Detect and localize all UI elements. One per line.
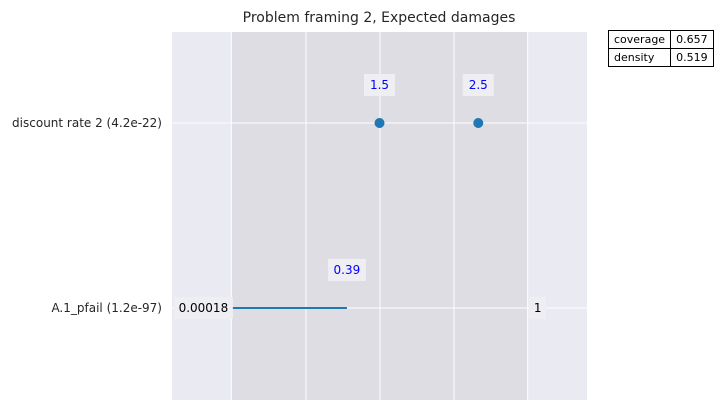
point-value-label: 2.5 [469,78,488,92]
stats-row-density: density 0.519 [607,48,714,67]
y-label-pfail: A.1_pfail (1.2e-97) [51,301,162,315]
stats-value-coverage: 0.657 [670,30,714,49]
stats-name-coverage: coverage [607,30,672,49]
point-marker [374,118,385,128]
stats-table: coverage 0.657 density 0.519 [607,30,714,67]
stats-value-density: 0.519 [670,48,714,67]
range-max-label-box [529,297,547,319]
range-max-label: 1 [534,301,542,315]
range-low-label: 0.00018 [179,301,229,315]
point-value-label-box [364,74,395,96]
point-marker [473,118,484,128]
point-value-label: 1.5 [370,78,389,92]
y-label-discount-rate: discount rate 2 (4.2e-22) [12,116,162,130]
stats-name-density: density [607,48,672,67]
range-high-label: 0.39 [334,263,361,277]
point-value-label-box [462,74,494,96]
chart-title: Problem framing 2, Expected damages [243,10,516,26]
range-high-label-box [327,259,366,281]
stats-row-coverage: coverage 0.657 [607,30,714,49]
range-low-label-box [173,297,233,319]
